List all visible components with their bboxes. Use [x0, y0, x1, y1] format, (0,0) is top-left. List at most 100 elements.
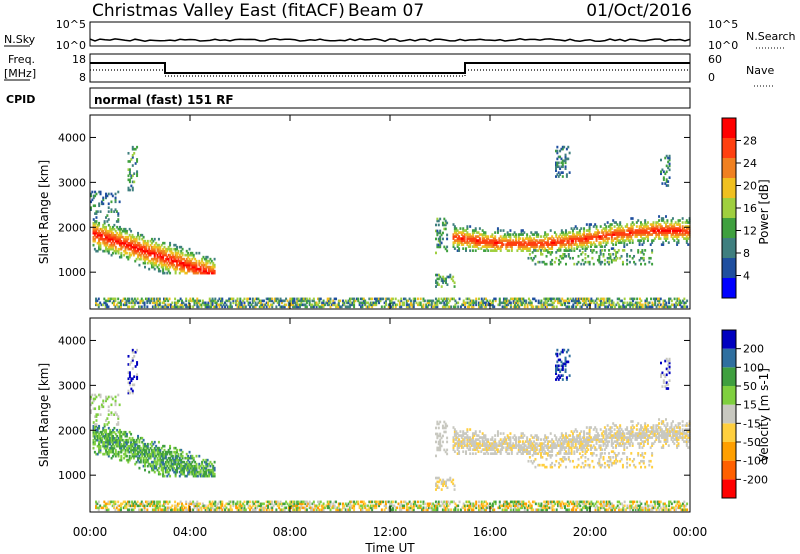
- velocity-cell: [429, 502, 432, 506]
- velocity-cell: [103, 442, 106, 446]
- velocity-cell: [117, 452, 120, 456]
- power-cell: [99, 243, 102, 247]
- power-cell: [560, 256, 563, 260]
- power-cell: [362, 297, 365, 301]
- power-cell: [545, 301, 548, 305]
- power-cell: [546, 243, 549, 246]
- velocity-cell: [149, 502, 152, 506]
- power-cell: [361, 303, 364, 307]
- power-cell: [665, 305, 668, 309]
- power-cell: [486, 303, 489, 307]
- velocity-cell: [114, 454, 117, 458]
- velocity-cell: [93, 442, 96, 446]
- velocity-cell: [131, 350, 134, 354]
- power-cell: [557, 161, 560, 165]
- power-cell: [567, 239, 570, 242]
- power-cell: [347, 301, 350, 305]
- power-cell: [490, 241, 492, 244]
- power-cell: [575, 297, 578, 301]
- power-cell: [95, 212, 98, 215]
- velocity-cell: [167, 462, 170, 466]
- velocity-cell: [109, 448, 112, 452]
- power-cell: [484, 297, 487, 301]
- power-cell: [343, 303, 346, 307]
- power-cell: [466, 241, 469, 244]
- power-cell: [166, 247, 169, 251]
- power-cell: [571, 229, 574, 232]
- power-cell: [215, 303, 218, 307]
- power-cell: [130, 247, 133, 251]
- velocity-cell: [141, 436, 144, 440]
- velocity-cell: [162, 474, 165, 478]
- velocity-cell: [185, 502, 188, 506]
- power-cell: [516, 301, 519, 305]
- power-cell: [640, 239, 642, 242]
- power-cell: [180, 251, 183, 255]
- velocity-cell: [100, 432, 103, 436]
- velocity-cell: [409, 502, 412, 506]
- power-cell: [587, 241, 590, 244]
- power-cell: [514, 301, 517, 305]
- power-cell: [627, 229, 630, 232]
- velocity-cell: [174, 452, 177, 456]
- velocity-cell: [159, 464, 162, 468]
- power-cell: [544, 262, 547, 266]
- power-cell: [566, 241, 569, 244]
- power-cell: [515, 237, 517, 240]
- power-cell: [194, 265, 197, 269]
- power-cell: [568, 305, 571, 309]
- power-cell: [502, 299, 505, 303]
- power-cell: [591, 235, 594, 238]
- power-cell: [616, 237, 619, 240]
- power-cell: [110, 229, 113, 233]
- power-cell: [565, 231, 567, 234]
- power-cell: [375, 297, 378, 301]
- velocity-cell: [90, 397, 92, 401]
- power-cell: [615, 258, 617, 262]
- velocity-cell: [321, 508, 324, 512]
- power-cell: [640, 262, 642, 266]
- power-cell: [544, 231, 547, 234]
- power-cell: [645, 231, 648, 234]
- power-cell: [540, 305, 543, 309]
- power-cell: [118, 231, 121, 235]
- power-cell: [611, 303, 614, 307]
- power-cell: [561, 297, 564, 301]
- power-cell: [669, 305, 672, 309]
- power-cell: [208, 305, 211, 309]
- power-cell: [649, 256, 652, 260]
- power-cell: [652, 297, 655, 301]
- power-cell: [478, 233, 481, 236]
- power-cell: [207, 301, 210, 305]
- velocity-cell: [221, 500, 224, 504]
- power-cell: [526, 249, 529, 252]
- power-cell: [404, 297, 407, 301]
- power-cell: [623, 229, 626, 232]
- velocity-cell: [95, 432, 98, 436]
- velocity-cell: [224, 508, 227, 512]
- power-cell: [194, 267, 197, 271]
- power-cell: [684, 301, 687, 305]
- velocity-cell: [106, 417, 109, 420]
- power-cell: [296, 301, 299, 305]
- power-cell: [135, 257, 138, 261]
- power-cell: [658, 235, 661, 238]
- power-cell: [181, 303, 184, 307]
- power-cell: [435, 237, 437, 241]
- velocity-cell: [314, 506, 317, 510]
- power-cell: [548, 237, 551, 240]
- velocity-cell: [304, 506, 307, 510]
- velocity-cell: [125, 432, 128, 436]
- power-cell: [99, 227, 102, 231]
- velocity-cell: [146, 464, 149, 468]
- power-cell: [649, 229, 652, 232]
- cpid-panel: CPID normal (fast) 151 RF: [6, 87, 691, 109]
- power-cell: [465, 249, 467, 252]
- velocity-cell: [166, 474, 169, 478]
- power-cell: [534, 243, 537, 246]
- power-cell: [436, 303, 439, 307]
- velocity-cell: [155, 448, 158, 452]
- velocity-cell: [96, 428, 99, 432]
- power-cell: [385, 299, 387, 303]
- power-cell: [494, 231, 497, 234]
